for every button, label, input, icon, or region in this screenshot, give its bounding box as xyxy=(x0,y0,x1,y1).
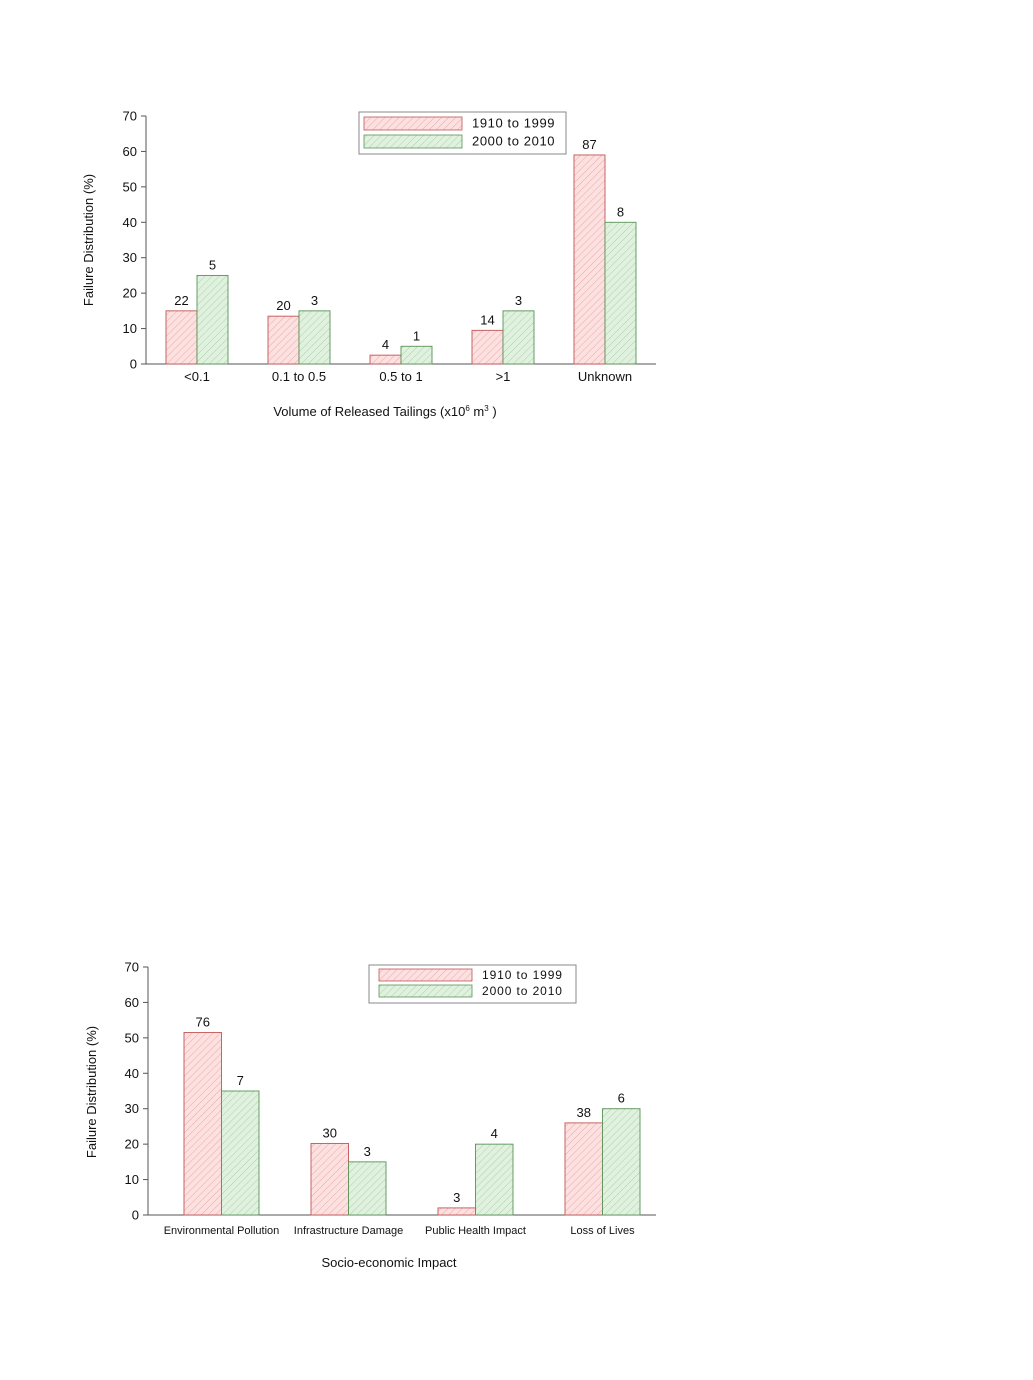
chart1-y-axis-label: Failure Distribution (%) xyxy=(81,174,96,306)
y-tick-label: 60 xyxy=(125,995,139,1010)
bar-series2 xyxy=(604,221,637,365)
y-tick-label: 20 xyxy=(123,286,137,301)
x-tick-label: Environmental Pollution xyxy=(164,1225,280,1237)
x-tick-label: Public Health Impact xyxy=(425,1225,526,1237)
chart2-y-axis-label: Failure Distribution (%) xyxy=(84,1026,99,1158)
bar-series2 xyxy=(196,274,229,365)
bar-data-label: 6 xyxy=(618,1091,625,1106)
bar-data-label: 1 xyxy=(413,328,420,343)
chart-socio-economic-impact: 0 10 20 30 40 50 60 70 Environmental Pollution In… xyxy=(84,960,656,1270)
bar-data-label: 38 xyxy=(577,1105,591,1120)
bar-data-label: 7 xyxy=(237,1073,244,1088)
bar-series1 xyxy=(267,315,300,365)
bar-series2 xyxy=(400,345,433,365)
x-tick-label: Unknown xyxy=(578,369,632,384)
chart2-bars: 76 7 30 3 3 4 38 6 xyxy=(183,1015,641,1216)
bar-data-label: 20 xyxy=(276,298,290,313)
y-tick-label: 10 xyxy=(123,321,137,336)
y-tick-label: 0 xyxy=(132,1208,139,1223)
bar-series1 xyxy=(165,310,198,365)
bar-series1 xyxy=(183,1032,222,1216)
chart2-legend: 1910 to 1999 2000 to 2010 xyxy=(368,964,577,1004)
bar-data-label: 8 xyxy=(617,204,624,219)
chart1-legend-swatch-series1 xyxy=(363,116,463,131)
x-tick-label: >1 xyxy=(496,369,511,384)
bar-series1 xyxy=(437,1207,476,1216)
chart1-bars: 22 5 20 3 4 1 14 3 87 8 xyxy=(165,137,637,365)
chart2-x-axis-label: Socio-economic Impact xyxy=(321,1255,456,1270)
chart1-legend: 1910 to 1999 2000 to 2010 xyxy=(358,111,567,155)
chart2-legend-swatch-series1 xyxy=(378,968,473,982)
y-tick-label: 40 xyxy=(125,1066,139,1081)
bar-series1 xyxy=(369,354,402,365)
bar-series2 xyxy=(221,1090,260,1216)
y-tick-label: 70 xyxy=(125,960,139,975)
bar-series1 xyxy=(471,329,504,365)
bar-series2 xyxy=(348,1161,387,1216)
bar-data-label: 3 xyxy=(453,1190,460,1205)
chart2-legend-label-series1: 1910 to 1999 xyxy=(482,968,563,982)
y-tick-label: 70 xyxy=(123,109,137,124)
chart1-x-axis-label: Volume of Released Tailings (x106 m3 ) xyxy=(273,404,496,419)
y-tick-label: 30 xyxy=(125,1101,139,1116)
bar-data-label: 3 xyxy=(515,293,522,308)
x-tick-label: Loss of Lives xyxy=(570,1225,635,1237)
chart2-legend-swatch-series2 xyxy=(378,984,473,998)
bar-data-label: 3 xyxy=(311,293,318,308)
bar-data-label: 5 xyxy=(209,257,216,272)
bar-data-label: 14 xyxy=(480,312,494,327)
y-tick-label: 40 xyxy=(123,215,137,230)
chart1-legend-label-series1: 1910 to 1999 xyxy=(472,116,555,131)
chart1-legend-swatch-series2 xyxy=(363,134,463,149)
y-tick-label: 50 xyxy=(125,1030,139,1045)
y-tick-label: 30 xyxy=(123,250,137,265)
bar-data-label: 4 xyxy=(491,1126,498,1141)
bar-series1 xyxy=(564,1122,603,1216)
bar-data-label: 76 xyxy=(196,1015,210,1030)
chart1-legend-label-series2: 2000 to 2010 xyxy=(472,134,555,149)
chart2-legend-label-series2: 2000 to 2010 xyxy=(482,984,563,998)
bar-series2 xyxy=(502,310,535,365)
y-tick-label: 20 xyxy=(125,1137,139,1152)
bar-series1 xyxy=(573,154,606,365)
bar-series2 xyxy=(602,1108,641,1216)
bar-data-label: 3 xyxy=(364,1144,371,1159)
bar-series2 xyxy=(298,310,331,365)
bar-data-label: 87 xyxy=(582,137,596,152)
chart1-axes: 0 10 20 30 40 50 60 70 <0.1 0.1 to 0.5 0.5 to 1 >1 U… xyxy=(123,109,656,384)
x-tick-label: <0.1 xyxy=(184,369,210,384)
x-tick-label: 0.1 to 0.5 xyxy=(272,369,326,384)
chart-volume-released-tailings: 0 10 20 30 40 50 60 70 <0.1 0.1 to 0.5 0.5 to 1 >1 U… xyxy=(81,109,656,419)
y-tick-label: 50 xyxy=(123,179,137,194)
y-tick-label: 0 xyxy=(130,357,137,372)
y-tick-label: 60 xyxy=(123,144,137,159)
chart2-axes: 0 10 20 30 40 50 60 70 Environmental Pollution In… xyxy=(125,960,656,1237)
bar-series1 xyxy=(310,1142,349,1216)
y-tick-label: 10 xyxy=(125,1172,139,1187)
bar-series2 xyxy=(475,1143,514,1216)
x-tick-label: 0.5 to 1 xyxy=(379,369,422,384)
bar-data-label: 4 xyxy=(382,337,389,352)
bar-data-label: 22 xyxy=(174,293,188,308)
bar-data-label: 30 xyxy=(323,1125,337,1140)
x-tick-label: Infrastructure Damage xyxy=(294,1225,403,1237)
